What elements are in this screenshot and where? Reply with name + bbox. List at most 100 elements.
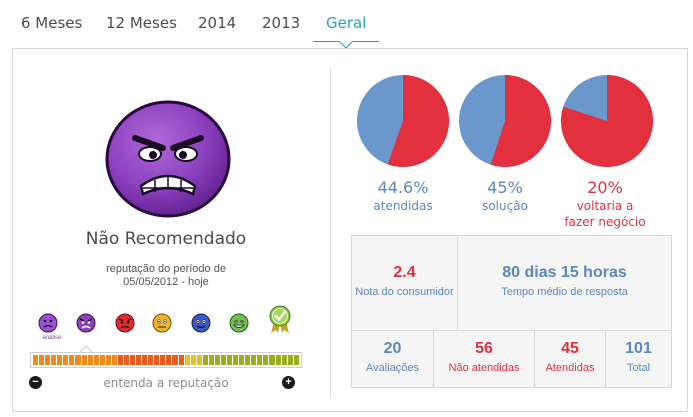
analysis-label: análise <box>42 335 62 341</box>
green-face-icon[interactable] <box>229 313 249 333</box>
reviews-label: Avaliações <box>366 362 419 374</box>
reputation-scale-bar <box>30 352 302 368</box>
voltaria-label-line-2: fazer negócio <box>564 215 646 229</box>
scale-segment <box>160 355 166 365</box>
pie-slice-red <box>490 75 551 167</box>
scale-segment <box>251 355 257 365</box>
answered-label: Atendidas <box>545 362 595 374</box>
voltaria-label-line-1: voltaria a <box>576 199 634 213</box>
pie-slice-red <box>387 75 449 167</box>
purple-face-analysis-icon[interactable] <box>38 313 58 333</box>
scale-segment <box>227 355 233 365</box>
voltaria-value: 20% <box>587 178 623 197</box>
unanswered-value: 56 <box>475 340 493 357</box>
scale-segment <box>287 355 293 365</box>
tab-6-meses[interactable]: 6 Meses <box>21 14 83 32</box>
not-recommended-face-icon <box>105 100 231 218</box>
voltaria-label: voltaria a fazer negócio <box>545 198 665 230</box>
scale-segment <box>33 355 39 365</box>
scale-segment <box>57 355 63 365</box>
reputation-scale-icons <box>35 304 295 348</box>
scale-segment <box>117 355 123 365</box>
response-time-value: 80 dias 15 horas <box>502 264 627 281</box>
scale-segment <box>148 355 154 365</box>
period-tabs: 6 Meses 12 Meses 2014 2013 Geral <box>0 0 693 49</box>
scale-segment <box>136 355 142 365</box>
score-label: Nota do consumidor <box>355 286 454 298</box>
answered-cell: 45 Atendidas <box>535 331 606 387</box>
scale-segment <box>202 355 208 365</box>
yellow-face-icon[interactable] <box>152 313 172 333</box>
scale-segment <box>257 355 263 365</box>
tab-2014[interactable]: 2014 <box>198 14 237 32</box>
scale-segment <box>69 355 75 365</box>
scale-segment <box>105 355 111 365</box>
scale-segment <box>51 355 57 365</box>
scale-segment <box>178 355 184 365</box>
unanswered-cell: 56 Não atendidas <box>434 331 535 387</box>
atendidas-value: 44.6% <box>377 178 429 197</box>
scale-segment <box>75 355 81 365</box>
score-cell: 2.4 Nota do consumidor <box>352 236 458 331</box>
reputation-status: Não Recomendado <box>85 229 247 249</box>
period-line-1: reputação do período de <box>106 263 226 275</box>
scale-segment <box>263 355 269 365</box>
scale-segment <box>239 355 245 365</box>
scale-segment <box>233 355 239 365</box>
pie-slice-red <box>561 75 653 167</box>
ra1000-seal-icon[interactable] <box>265 304 295 334</box>
total-label: Total <box>626 362 651 374</box>
blue-face-icon[interactable] <box>191 313 211 333</box>
scale-segment <box>214 355 220 365</box>
understand-reputation-link[interactable]: entenda a reputação <box>103 376 229 390</box>
plus-icon[interactable]: + <box>282 376 295 389</box>
solucao-label: solução <box>482 199 528 213</box>
scale-segment <box>63 355 69 365</box>
pie-solucao <box>459 75 551 167</box>
scale-segment <box>172 355 178 365</box>
atendidas-label: atendidas <box>373 199 433 213</box>
scale-segment <box>190 355 196 365</box>
scale-segment <box>166 355 172 365</box>
period-line-2: 05/05/2012 - hoje <box>123 276 209 288</box>
tab-geral[interactable]: Geral <box>326 14 367 32</box>
scale-segment <box>245 355 251 365</box>
scale-segment <box>220 355 226 365</box>
red-face-icon[interactable] <box>115 313 135 333</box>
scale-caret-icon <box>79 345 93 353</box>
purple-face-not-recommended-icon[interactable] <box>76 313 96 333</box>
scale-segment <box>130 355 136 365</box>
reputation-period: reputação do período de 05/05/2012 - hoj… <box>60 263 272 289</box>
pie-atendidas <box>357 75 449 167</box>
scale-segment <box>39 355 45 365</box>
tab-12-meses[interactable]: 12 Meses <box>106 14 177 32</box>
panel-divider <box>330 68 331 398</box>
minus-icon[interactable]: − <box>29 376 42 389</box>
scale-segment <box>275 355 281 365</box>
scale-segment <box>281 355 287 365</box>
total-cell: 101 Total <box>606 331 671 387</box>
score-value: 2.4 <box>393 264 416 281</box>
scale-segment <box>111 355 117 365</box>
scale-segment <box>87 355 93 365</box>
scale-segment <box>208 355 214 365</box>
scale-segment <box>269 355 275 365</box>
reviews-cell: 20 Avaliações <box>352 331 434 387</box>
pie-voltaria <box>561 75 653 167</box>
reviews-value: 20 <box>383 340 402 357</box>
scale-segment <box>123 355 129 365</box>
scale-segment <box>196 355 202 365</box>
scale-segment <box>45 355 51 365</box>
scale-segment <box>293 355 299 365</box>
scale-segment <box>184 355 190 365</box>
response-time-cell: 80 dias 15 horas Tempo médio de resposta <box>458 236 671 331</box>
unanswered-label: Não atendidas <box>448 362 520 374</box>
scale-segment <box>81 355 87 365</box>
scale-segment <box>142 355 148 365</box>
scale-segment <box>99 355 105 365</box>
stats-grid: 2.4 Nota do consumidor 80 dias 15 horas … <box>351 235 672 388</box>
answered-value: 45 <box>561 340 579 357</box>
response-time-label: Tempo médio de resposta <box>501 286 628 298</box>
scale-segment <box>93 355 99 365</box>
tab-2013[interactable]: 2013 <box>262 14 301 32</box>
